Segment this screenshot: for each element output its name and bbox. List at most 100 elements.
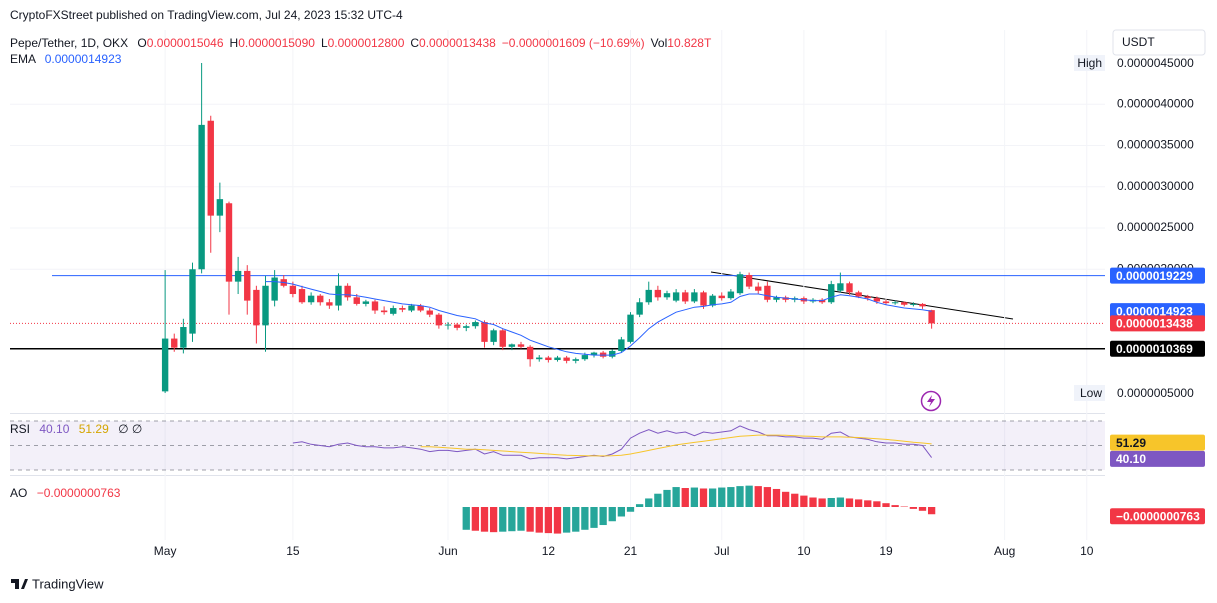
ao-bar [791, 493, 799, 507]
x-tick-label: 15 [286, 544, 300, 558]
ao-bar [800, 495, 808, 507]
candle-body [490, 330, 497, 342]
candle-body [700, 292, 707, 306]
rsi-ma-value: 51.29 [78, 422, 109, 436]
candle-body [317, 295, 324, 303]
change: −0.0000001609 (−10.69%) [501, 36, 645, 50]
ao-legend: AO −0.0000000763 [10, 486, 120, 500]
candle-body [554, 357, 561, 361]
candle-body [499, 330, 506, 347]
candle-body [508, 344, 516, 347]
rsi-line [420, 434, 932, 457]
candle-body [426, 310, 433, 315]
ao-bar [489, 507, 498, 533]
ao-bar [845, 498, 854, 507]
candle-body [891, 302, 899, 304]
x-tick-label: 10 [1080, 544, 1094, 558]
hline-badge: 0.0000019229 [1116, 269, 1193, 283]
candle-body [764, 285, 771, 300]
candle-body [189, 269, 196, 334]
symbol-legend: Pepe/Tether, 1D, OKX O0.0000015046 H0.000… [10, 36, 711, 50]
candle-body [472, 322, 479, 327]
candle-body [244, 270, 251, 301]
candle-body [837, 283, 844, 291]
x-tick-label: Aug [994, 544, 1015, 558]
candle-body [672, 292, 680, 301]
candle-body [307, 295, 315, 303]
y-tick-label: 0.0000025000 [1117, 220, 1194, 234]
alert-icon[interactable] [920, 390, 942, 412]
candle-body [718, 295, 725, 299]
ao-bar [909, 507, 918, 509]
candle-body [581, 355, 589, 360]
candle-body [846, 283, 853, 293]
ao-bar [599, 507, 607, 526]
candle-body [335, 285, 342, 306]
ao-bar [699, 488, 708, 507]
candle-body [873, 298, 881, 302]
hline-badge-bg [1110, 267, 1205, 284]
candle-body [262, 285, 269, 326]
ao-bar [471, 507, 480, 531]
ao-bar [562, 507, 571, 533]
last-price-badge: 0.0000013438 [1116, 317, 1193, 331]
candle-body [526, 346, 534, 360]
ao-bar [727, 487, 735, 507]
y-tick-label: 0.0000040000 [1117, 96, 1194, 110]
ao-bar [672, 487, 680, 507]
ohlc-label: O [137, 36, 147, 50]
ao-bar [517, 507, 525, 531]
publish-info: CryptoFXStreet published on TradingView.… [10, 8, 403, 22]
candle-body [417, 305, 424, 311]
x-tick-label: 21 [624, 544, 638, 558]
candle-body [864, 296, 871, 299]
candle-body [289, 285, 297, 295]
candle-body [919, 303, 926, 307]
candle-body [828, 284, 835, 303]
ao-bar [617, 507, 626, 517]
tradingview-logo [11, 579, 28, 589]
candle-body [408, 305, 415, 311]
candle-body [545, 357, 552, 361]
ao-bar [809, 497, 817, 507]
ao-bar [626, 507, 635, 512]
candle-body [663, 293, 671, 298]
ema-legend: EMA 0.0000014923 [10, 52, 121, 66]
candle-body [435, 314, 443, 326]
currency-label[interactable]: USDT [1122, 35, 1155, 49]
ema-line [265, 281, 932, 356]
ema-name: EMA [10, 52, 36, 66]
candle-body [618, 339, 625, 351]
ao-badge: −0.0000000763 [1116, 509, 1200, 523]
candle-body [609, 350, 616, 357]
candle-body [910, 303, 917, 305]
candle-body [928, 310, 935, 324]
footer-brand: TradingView [32, 576, 104, 591]
candle-body [536, 357, 543, 360]
candle-body [727, 291, 735, 299]
ao-name: AO [10, 486, 28, 500]
candle-body [326, 302, 333, 306]
currency-box[interactable] [1112, 29, 1206, 56]
rsi-legend: RSI 40.10 51.29 ∅ ∅ [10, 422, 142, 436]
ao-bar [827, 497, 835, 507]
candle-body [253, 289, 260, 326]
ao-bar [781, 491, 790, 507]
candle-body [198, 124, 205, 270]
trend-line [710, 271, 1014, 320]
y-tick-label: 0.0000030000 [1117, 179, 1194, 193]
volume-label: Vol [650, 36, 668, 50]
ao-bar [526, 507, 534, 532]
candle-body [463, 326, 470, 328]
last-price-badge-bg [1110, 315, 1205, 332]
rsi-value: 40.10 [39, 422, 70, 436]
ao-bar [754, 486, 762, 507]
extreme-label: Low [1080, 386, 1102, 400]
candle-body [745, 275, 753, 287]
rsi-extra: ∅ ∅ [118, 422, 143, 436]
hline-badge: 0.0000010369 [1116, 342, 1193, 356]
x-tick-label: 12 [542, 544, 556, 558]
x-tick-label: Jun [438, 544, 457, 558]
volume: 10.828T [667, 36, 712, 50]
